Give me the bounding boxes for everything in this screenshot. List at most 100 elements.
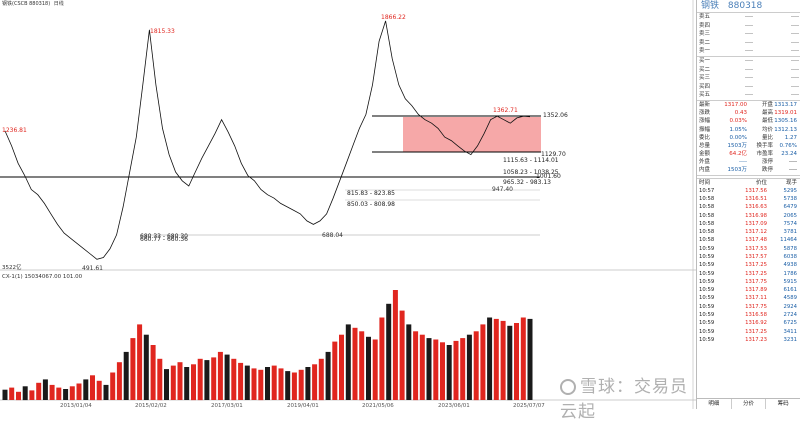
xueqiu-logo-icon [560, 379, 576, 395]
volume-bar [251, 368, 257, 400]
tab-detail[interactable]: 明细 [697, 399, 732, 409]
ask-price: ---- [745, 14, 753, 20]
tick-row: 10:58 1317.09 7574 [697, 220, 800, 228]
quote-value: 0.43 [734, 110, 747, 117]
tick-list[interactable]: 10:57 1317.56 5295 10:58 1316.51 5738 10:58 131… [697, 187, 800, 345]
tick-volume: 2724 [783, 312, 797, 319]
quote-key: 跌停 [761, 167, 773, 174]
volume-bar [527, 318, 533, 400]
tick-price: 1317.25 [745, 328, 767, 335]
tab-chips[interactable]: 筹码 [766, 399, 800, 409]
volume-bar [520, 317, 526, 400]
tick-row: 10:59 1317.11 4589 [697, 294, 800, 302]
quote-row: 涨幅 0.03% 最低 1305.16 [697, 117, 800, 125]
quote-key: 最新 [699, 101, 711, 108]
tick-price: 1317.48 [745, 237, 767, 244]
tick-price: 1317.09 [745, 220, 767, 227]
tick-col-volume: 现手 [785, 179, 797, 186]
quote-row: 外盘 ---- 涨停 ---- [697, 158, 800, 166]
quote-row: 振幅 1.05% 均价 1312.13 [697, 126, 800, 134]
tick-row: 10:58 1316.63 6479 [697, 203, 800, 211]
quote-key: 均价 [761, 126, 773, 133]
trough-label: 688.04 [322, 232, 343, 239]
volume-bar [258, 369, 264, 401]
volume-bar [339, 334, 344, 400]
stock-header: 钢铁 880318 [697, 0, 800, 13]
tick-price: 1317.57 [745, 254, 767, 260]
volume-bar [265, 367, 270, 400]
volume-bar [191, 364, 196, 401]
tick-row: 10:59 1317.25 4938 [697, 261, 800, 269]
tick-volume: 5878 [783, 245, 797, 252]
volume-bar [90, 375, 95, 401]
peak-label: 1815.33 [150, 28, 175, 35]
tick-row: 10:59 1317.25 3411 [697, 328, 800, 336]
chart-code-label: 钢铁(CSCB 880318) [2, 1, 51, 7]
range-label: 965.32 - 983.13 [503, 179, 551, 186]
quote-row: 金额 64.2亿 市盈率 23.24 [697, 150, 800, 158]
volume-bar [2, 389, 8, 400]
volume-bar [305, 367, 311, 400]
tick-row: 10:59 1316.92 6725 [697, 319, 800, 327]
tick-row: 10:58 1317.12 3781 [697, 228, 800, 236]
ask-label: 卖二 [699, 39, 711, 46]
volume-bar [325, 351, 331, 400]
volume-bar [285, 371, 291, 400]
tab-price-dist[interactable]: 分价 [732, 399, 767, 409]
ask-row: 卖五 ---- ---- [697, 13, 800, 22]
tick-time: 10:59 [699, 245, 715, 252]
tick-volume: 7574 [783, 220, 797, 227]
quote-key: 金额 [699, 151, 711, 158]
ask-volume: ---- [791, 39, 799, 46]
volume-bars-group [2, 290, 533, 401]
quote-value: 23.24 [781, 151, 797, 158]
volume-bar [63, 389, 69, 400]
tick-time: 10:59 [699, 287, 715, 294]
bid-label: 买一 [699, 57, 711, 64]
quote-key: 委比 [699, 134, 711, 141]
volume-bar [271, 365, 277, 400]
volume-bar [493, 318, 499, 400]
tick-time: 10:59 [699, 312, 715, 319]
quote-value: 1.05% [729, 126, 747, 133]
quote-value: 1317.00 [724, 101, 747, 108]
volume-bar [49, 384, 55, 400]
tick-price: 1317.53 [745, 245, 767, 252]
price-line [4, 20, 531, 260]
volume-bar [29, 390, 35, 400]
tick-row: 10:59 1317.23 3231 [697, 336, 800, 344]
quote-row: 内盘 1503万 跌停 ---- [697, 166, 800, 174]
volume-bar [16, 391, 21, 401]
range-label: 815.83 - 823.85 [347, 190, 395, 197]
volume-bar [42, 379, 48, 400]
quote-value: 1503万 [727, 167, 748, 174]
tick-time: 10:59 [699, 262, 715, 269]
volume-bar [130, 338, 136, 400]
tick-price: 1317.75 [745, 278, 767, 285]
tick-time: 10:58 [699, 229, 715, 236]
tick-price: 1317.25 [745, 270, 767, 277]
chart-area[interactable]: 钢铁(CSCB 880318) 日线 1236.81 1815.33 1866.… [0, 0, 696, 422]
tick-row: 10:59 1317.75 2924 [697, 303, 800, 311]
tick-volume: 2065 [783, 212, 797, 219]
volume-bar [150, 345, 156, 400]
quote-value: 0.00% [729, 134, 747, 141]
quote-value: 1305.16 [774, 118, 797, 125]
volume-bar [480, 324, 486, 400]
chart-period-label[interactable]: 日线 [53, 1, 64, 7]
tick-time: 10:58 [699, 195, 715, 202]
quote-value: 1312.13 [774, 126, 797, 133]
quote-key: 换手率 [756, 142, 773, 149]
tick-volume: 6725 [783, 320, 797, 327]
volume-bar [157, 358, 163, 401]
tick-time: 10:58 [699, 220, 715, 227]
tick-price: 1317.56 [745, 187, 767, 194]
ask-label: 卖一 [699, 48, 711, 55]
kline-chart[interactable]: 1236.81 1815.33 1866.22 1362.71 491.61 6… [0, 0, 696, 409]
bid-volume: ---- [791, 92, 799, 99]
volume-bar [372, 339, 378, 400]
quote-row: 总量 1503万 换手率 0.76% [697, 142, 800, 150]
trough-label: 947.40 [492, 186, 513, 193]
ask-volume: ---- [791, 22, 799, 29]
tick-time: 10:59 [699, 278, 715, 285]
